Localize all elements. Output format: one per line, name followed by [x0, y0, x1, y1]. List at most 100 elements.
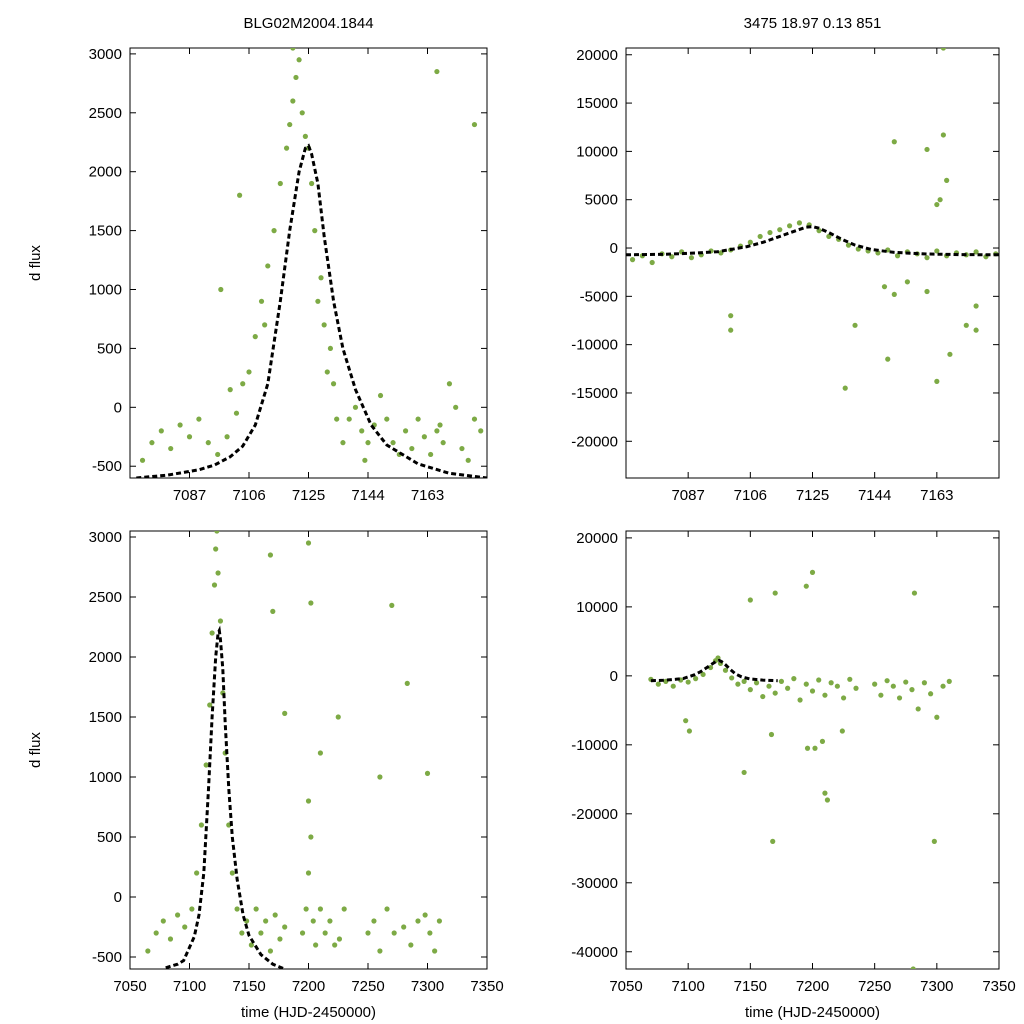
data-point: [421, 434, 427, 440]
x-tick-label: 7150: [734, 978, 767, 995]
data-point: [359, 428, 365, 434]
y-tick-label: 1000: [89, 282, 122, 299]
data-point: [309, 180, 315, 187]
data-point: [809, 688, 816, 694]
x-tick-label: 7100: [173, 978, 206, 995]
data-point: [186, 434, 193, 440]
data-point: [308, 600, 314, 606]
x-tick-label: 7144: [858, 487, 891, 504]
data-point: [335, 714, 341, 720]
data-point: [409, 445, 415, 452]
data-point: [826, 233, 832, 240]
y-tick-label: 2000: [89, 164, 122, 181]
x-tick-label: 7087: [671, 487, 704, 504]
data-point: [265, 263, 271, 269]
panel-title: BLG02M2004.1844: [243, 15, 373, 32]
data-point: [415, 918, 421, 924]
data-point: [700, 671, 706, 678]
data-point: [828, 680, 834, 686]
data-point: [203, 762, 209, 768]
data-point: [371, 918, 377, 924]
data-point: [227, 387, 233, 393]
data-point: [153, 930, 159, 936]
data-point: [809, 569, 816, 575]
y-tick-label: -30000: [571, 875, 618, 892]
data-point: [330, 381, 337, 387]
data-point: [757, 233, 763, 240]
data-point: [352, 404, 359, 410]
data-point: [158, 428, 164, 434]
data-point: [322, 930, 328, 936]
data-point: [434, 428, 440, 434]
data-point: [747, 687, 753, 693]
data-point: [240, 381, 246, 387]
y-tick-label: 3000: [89, 529, 122, 546]
data-point: [946, 678, 952, 684]
plot-frame: [625, 47, 1000, 479]
data-point: [209, 630, 215, 636]
data-point: [872, 681, 878, 687]
data-point: [340, 440, 346, 446]
data-point: [465, 457, 471, 463]
data-point: [928, 691, 934, 697]
data-point: [777, 227, 783, 233]
data-point: [803, 583, 809, 589]
y-tick-label: -5000: [580, 288, 618, 305]
data-point: [819, 738, 826, 744]
data-point: [767, 229, 773, 236]
data-point: [391, 930, 397, 936]
x-tick-label: 7106: [232, 487, 265, 504]
data-point: [722, 667, 729, 673]
data-point: [277, 936, 283, 942]
data-point: [649, 259, 655, 266]
data-point: [327, 345, 334, 352]
y-tick-label: 500: [97, 829, 122, 846]
x-tick-label: 7350: [982, 978, 1015, 995]
data-point: [973, 249, 979, 255]
data-point: [224, 434, 230, 440]
data-point: [365, 440, 371, 446]
data-point: [214, 531, 220, 534]
data-point: [389, 602, 395, 609]
data-point: [478, 428, 484, 434]
y-tick-label: -10000: [571, 337, 618, 354]
data-point: [688, 255, 695, 261]
data-point: [947, 351, 953, 357]
data-point: [924, 288, 930, 295]
data-point: [317, 906, 323, 912]
data-point: [670, 683, 676, 689]
data-point: [629, 257, 636, 263]
y-tick-label: 15000: [576, 95, 618, 112]
data-point: [365, 930, 371, 936]
data-point: [446, 381, 453, 387]
data-point: [305, 798, 312, 804]
data-point: [934, 378, 940, 384]
y-tick-label: 10000: [576, 599, 618, 616]
plot-frame: [129, 530, 488, 970]
data-point: [321, 322, 327, 328]
data-point: [324, 369, 330, 375]
data-point: [747, 239, 753, 245]
data-point: [427, 930, 433, 936]
data-point: [408, 942, 414, 948]
data-point: [263, 918, 269, 924]
data-point: [436, 918, 442, 924]
data-point: [377, 392, 384, 399]
y-tick-label: -10000: [571, 737, 618, 754]
x-tick-label: 7144: [351, 487, 384, 504]
data-point: [215, 570, 221, 576]
data-point: [803, 681, 809, 687]
data-point: [327, 918, 333, 924]
data-point: [267, 552, 274, 558]
x-tick-label: 7106: [734, 487, 767, 504]
data-point: [940, 132, 946, 138]
data-point: [896, 695, 903, 701]
model-fit-curve: [136, 143, 487, 478]
data-point: [229, 870, 235, 876]
data-point: [944, 177, 950, 183]
data-point: [940, 683, 946, 689]
data-point: [853, 685, 859, 691]
plot-area: [136, 48, 487, 478]
data-point: [384, 906, 390, 912]
data-point: [296, 57, 302, 63]
